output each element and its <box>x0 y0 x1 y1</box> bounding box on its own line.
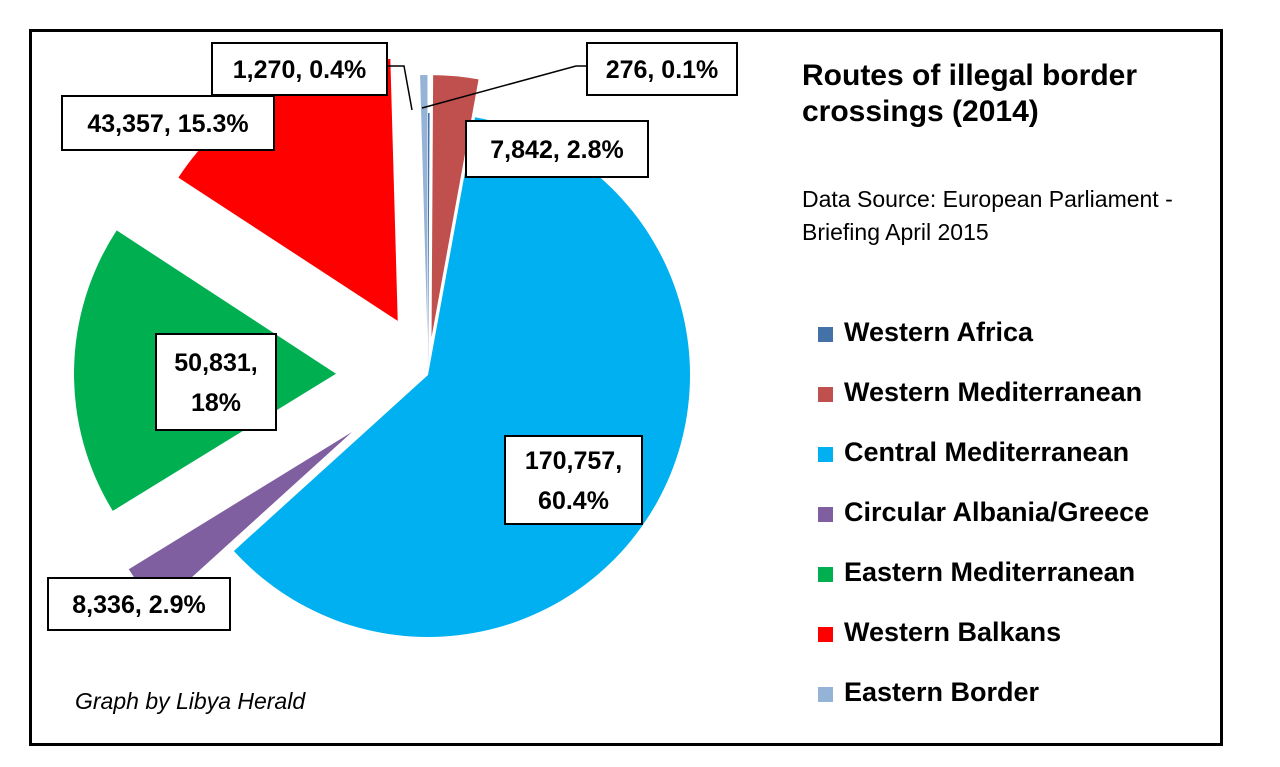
data-label-western-balkans: 43,357, 15.3% <box>61 95 275 151</box>
legend-label: Eastern Mediterranean <box>844 557 1136 587</box>
svg-text:43,357, 15.3%: 43,357, 15.3% <box>87 110 248 138</box>
legend-label: Western Mediterranean <box>844 377 1143 407</box>
svg-text:7,842, 2.8%: 7,842, 2.8% <box>490 136 623 164</box>
legend-swatch <box>818 567 833 582</box>
leader-line <box>421 65 587 109</box>
data-label-circular-albania-greece: 8,336, 2.9% <box>47 577 231 631</box>
svg-text:18%: 18% <box>191 389 241 417</box>
leader-line <box>387 65 413 111</box>
svg-text:50,831,: 50,831, <box>174 349 257 377</box>
pie-slice-eastern-border <box>420 75 428 338</box>
legend-label: Central Mediterranean <box>844 437 1130 467</box>
legend-swatch <box>818 327 833 342</box>
legend-swatch <box>818 507 833 522</box>
legend-label: Eastern Border <box>844 677 1040 707</box>
chart-title: Routes of illegal border crossings (2014… <box>802 59 1138 128</box>
svg-text:8,336, 2.9%: 8,336, 2.9% <box>72 591 205 619</box>
svg-text:1,270, 0.4%: 1,270, 0.4% <box>233 56 366 84</box>
legend-swatch <box>818 627 833 642</box>
data-label-eastern-border: 1,270, 0.4% <box>211 42 388 96</box>
pie-slice-circular-albania-greece <box>128 432 353 608</box>
data-source-note: Data Source: European Parliament - Brief… <box>802 186 1173 245</box>
legend-label: Western Balkans <box>844 617 1062 647</box>
legend-label: Circular Albania/Greece <box>844 497 1150 527</box>
data-label-western-mediterranean: 7,842, 2.8% <box>465 120 649 178</box>
svg-text:276, 0.1%: 276, 0.1% <box>606 56 719 84</box>
data-label-western-africa: 276, 0.1% <box>586 42 738 96</box>
data-label-eastern-mediterranean: 50,831, 18% <box>155 333 277 431</box>
legend-swatch <box>818 687 833 702</box>
data-label-central-mediterranean: 170,757, 60.4% <box>504 435 643 525</box>
pie-slice-western-africa <box>428 113 430 375</box>
legend-swatch <box>818 387 833 402</box>
legend-swatch <box>818 447 833 462</box>
legend-label: Western Africa <box>844 317 1034 347</box>
graph-credit: Graph by Libya Herald <box>75 688 306 714</box>
svg-text:60.4%: 60.4% <box>538 487 609 515</box>
svg-text:170,757,: 170,757, <box>525 447 622 475</box>
